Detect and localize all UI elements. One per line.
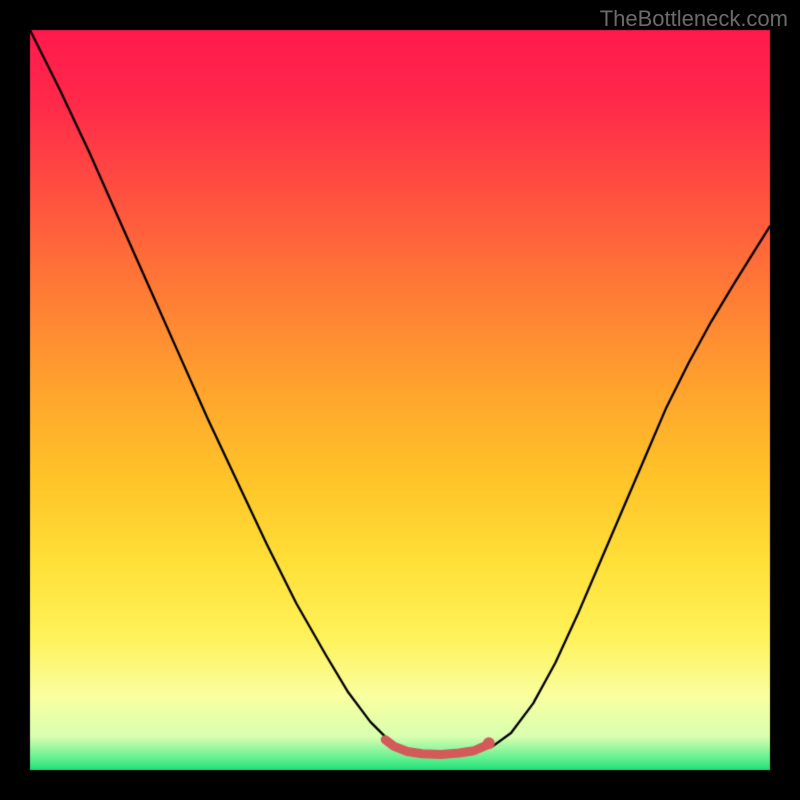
stage: TheBottleneck.com bbox=[0, 0, 800, 800]
watermark-text: TheBottleneck.com bbox=[600, 6, 788, 32]
bottleneck-chart-canvas bbox=[0, 0, 800, 800]
